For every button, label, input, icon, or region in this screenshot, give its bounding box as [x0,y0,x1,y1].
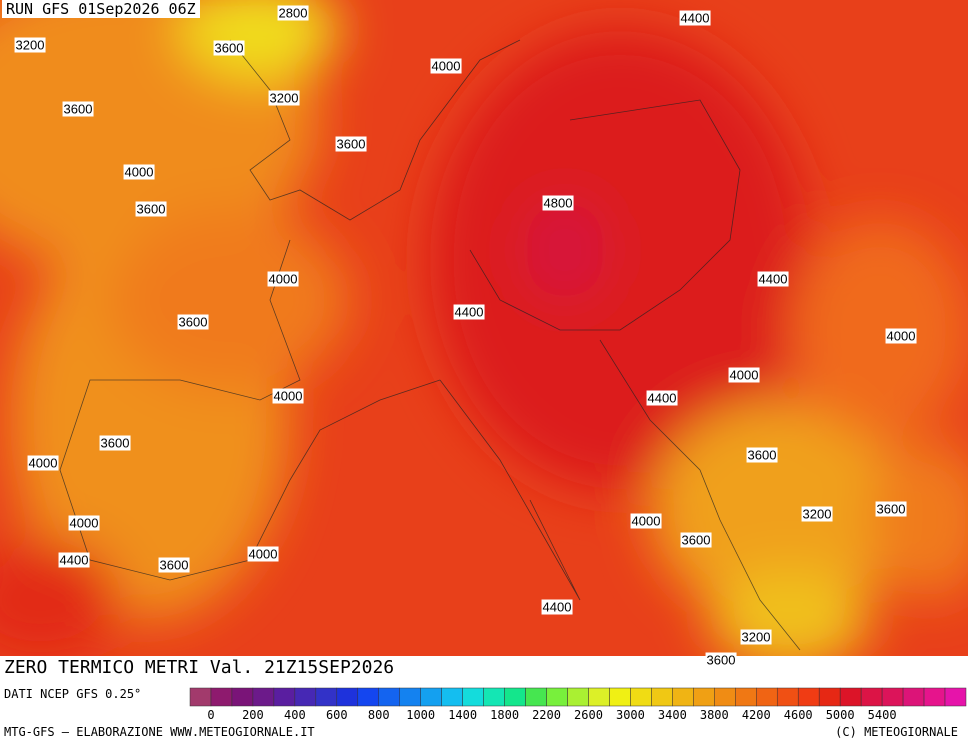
colorbar-label: 3400 [657,708,687,722]
contour-label: 4000 [272,388,304,404]
colorbar-label: 4200 [741,708,771,722]
contour-label: 3600 [335,136,367,152]
color-swatch [609,687,631,707]
source: DATI NCEP GFS 0.25° [4,687,142,701]
color-swatch [860,687,883,707]
colorbar-label: 3800 [699,708,729,722]
contour-label: 3600 [135,201,167,217]
colorbar-label: 5000 [825,708,855,722]
color-swatch [525,687,547,707]
colorbar-label: 2600 [574,708,603,722]
contour-label: 3600 [680,532,712,548]
contour-label: 4400 [58,552,90,568]
contour-label: 4000 [247,546,279,562]
contour-label: 4800 [542,195,574,211]
color-swatch [483,687,505,707]
color-swatch [231,687,254,707]
credit: MTG-GFS — ELABORAZIONE WWW.METEOGIORNALE… [4,725,315,739]
contour-label: 3600 [746,447,778,463]
color-swatch [630,687,652,707]
colorbar-label: 1800 [490,708,520,722]
color-swatch [294,687,317,707]
contour-label: 3600 [62,101,94,117]
colorbar-label: 600 [325,708,348,722]
colorbar-label: 4600 [783,708,813,722]
color-swatch [944,687,967,707]
contour-label: 4000 [728,367,760,383]
color-swatch [776,687,799,707]
color-swatch [399,687,421,707]
color-swatch [441,687,463,707]
map [0,0,968,656]
color-swatch [210,687,233,707]
contour-label: 4000 [27,455,59,471]
color-swatch [189,687,212,707]
color-swatch [336,687,359,707]
contour-label: 4000 [885,328,917,344]
contour-label: 4000 [68,515,100,531]
colorbar-label: 400 [284,708,306,722]
contour-label: 4000 [430,58,462,74]
colorbar-label: 1400 [448,708,478,722]
contour-label: 3200 [268,90,300,106]
colorbar-label: 2200 [532,708,561,722]
contour-label: 3600 [177,314,209,330]
colorbar-label: 0 [207,708,215,722]
contour-label: 3600 [158,557,190,573]
contour-label: 4000 [630,513,662,529]
color-swatch [756,687,778,707]
color-swatch [902,687,925,707]
color-swatch [420,687,442,707]
run-label: RUN GFS 01Sep2026 06Z [2,0,200,18]
color-swatch [252,687,275,707]
color-swatch [714,687,736,707]
contour-label: 4400 [541,599,573,615]
color-swatch [881,687,904,707]
contour-label: 3600 [875,501,907,517]
color-swatch [357,687,380,707]
contour-label: 3600 [213,40,245,56]
color-swatch [672,687,694,707]
contour-label: 4000 [123,164,155,180]
contour-label: 3200 [740,629,772,645]
color-swatch [839,687,862,707]
color-swatch [651,687,673,707]
colorbar-label: 3000 [615,708,645,722]
color-swatch [818,687,841,707]
color-swatch [735,687,757,707]
contour-label: 4400 [453,304,485,320]
color-swatch [693,687,715,707]
colorbar [189,687,967,707]
color-swatch [504,687,526,707]
colorbar-label: 800 [367,708,390,722]
color-swatch [315,687,338,707]
color-swatch [567,687,589,707]
contour-label: 4400 [646,390,678,406]
contour-label: 4400 [679,10,711,26]
colorbar-label: 5400 [867,708,897,722]
color-swatch [923,687,946,707]
contour-label: 3600 [99,435,131,451]
color-swatch [797,687,820,707]
copyright: (C) METEOGIORNALE [835,725,958,739]
color-swatch [462,687,484,707]
contour-label: 3600 [705,652,737,668]
contour-label: 2800 [277,5,309,21]
contour-label: 3200 [801,506,833,522]
colorbar-label: 200 [242,708,264,722]
colorbar-label: 1000 [406,708,436,722]
contour-label: 4400 [757,271,789,287]
color-swatch [588,687,610,707]
map-title: ZERO TERMICO METRI Val. 21Z15SEP2026 [0,656,418,680]
color-swatch [546,687,568,707]
contour-label: 3200 [14,37,46,53]
color-swatch [273,687,296,707]
color-swatch [378,687,400,707]
contour-label: 4000 [267,271,299,287]
